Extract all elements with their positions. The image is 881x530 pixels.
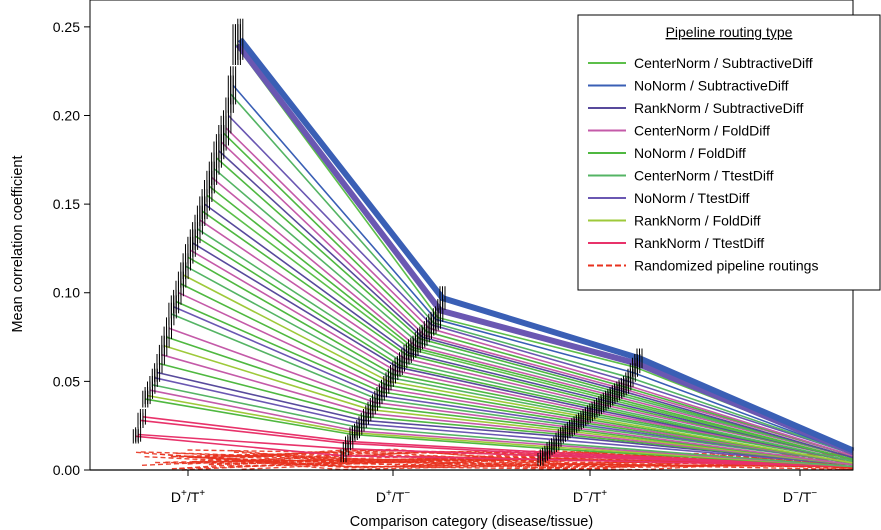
legend-entry-label: Randomized pipeline routings — [634, 258, 818, 274]
x-tick-label: D−/T+ — [573, 488, 607, 505]
series-lines — [135, 37, 855, 468]
series-line — [237, 37, 855, 454]
series-line — [152, 384, 854, 468]
series-line — [135, 435, 854, 468]
series-line — [218, 150, 854, 459]
legend-entry-label: RankNorm / FoldDiff — [634, 213, 761, 229]
legend-entry-label: NoNorm / TtestDiff — [634, 190, 750, 206]
series-line — [189, 249, 854, 462]
legend-entry-label: RankNorm / SubtractiveDiff — [634, 100, 803, 116]
legend-entry-label: CenterNorm / FoldDiff — [634, 123, 770, 139]
legend-box — [577, 14, 881, 291]
legend-entry-label: CenterNorm / TtestDiff — [634, 168, 774, 184]
series-line — [142, 416, 854, 468]
series-line — [208, 185, 854, 461]
series-line — [220, 141, 854, 457]
series-line — [159, 362, 854, 466]
series-line — [223, 132, 854, 457]
axes: 0.00 0.05 0.10 0.15 0.20 0.25 D+/T+ D+/T− D−/T+ D… — [10, 0, 854, 530]
x-tick-label: D−/T− — [783, 488, 817, 505]
series-line — [171, 313, 854, 464]
series-line — [197, 228, 854, 462]
legend-entry-label: CenterNorm / SubtractiveDiff — [634, 55, 813, 71]
y-axis-label: Mean correlation coefficient — [10, 155, 26, 332]
random-routing-line — [165, 458, 854, 469]
series-line — [215, 157, 854, 459]
series-line — [154, 377, 854, 466]
series-line — [168, 327, 854, 466]
series-line — [199, 219, 854, 461]
series-line — [147, 394, 854, 468]
series-line — [192, 242, 854, 462]
series-line — [187, 256, 854, 462]
series-line — [235, 42, 855, 456]
x-axis-label: Comparison category (disease/tissue) — [350, 514, 593, 530]
series-line — [173, 306, 854, 464]
series-line — [145, 398, 854, 468]
series-line — [227, 114, 854, 455]
x-tick-label: D+/T− — [376, 488, 410, 505]
series-line — [232, 84, 854, 455]
error-bars — [132, 18, 643, 466]
legend-title: Pipeline routing type — [666, 24, 793, 40]
series-line — [182, 274, 854, 464]
series-line — [213, 168, 854, 459]
series-line — [211, 176, 854, 459]
y-tick-label: 0.20 — [53, 107, 80, 123]
series-line — [138, 433, 854, 468]
y-tick-label: 0.15 — [53, 196, 80, 212]
series-line — [164, 345, 854, 466]
legend-entry-label: NoNorm / SubtractiveDiff — [634, 78, 789, 94]
legend-entry-label: NoNorm / FoldDiff — [634, 145, 746, 161]
series-line — [149, 389, 854, 468]
legend: Pipeline routing type CenterNorm / Subtra… — [577, 14, 881, 291]
series-line — [206, 194, 854, 461]
series-line — [166, 336, 854, 466]
series-line — [194, 235, 854, 462]
y-tick-label: 0.05 — [53, 373, 80, 389]
series-line — [230, 93, 854, 455]
series-line — [201, 210, 854, 461]
series-line — [161, 354, 854, 466]
legend-entry-label: RankNorm / TtestDiff — [634, 235, 764, 251]
series-line — [225, 127, 854, 457]
series-line — [204, 203, 854, 461]
series-line — [180, 283, 854, 464]
series-line — [175, 300, 854, 464]
series-line — [156, 371, 854, 466]
series-line — [140, 419, 854, 468]
y-tick-label: 0.25 — [53, 19, 80, 35]
series-line — [185, 265, 854, 462]
y-tick-label: 0.10 — [53, 285, 80, 301]
x-tick-label: D+/T+ — [171, 488, 205, 505]
y-tick-label: 0.00 — [53, 462, 80, 478]
series-line — [178, 291, 854, 464]
